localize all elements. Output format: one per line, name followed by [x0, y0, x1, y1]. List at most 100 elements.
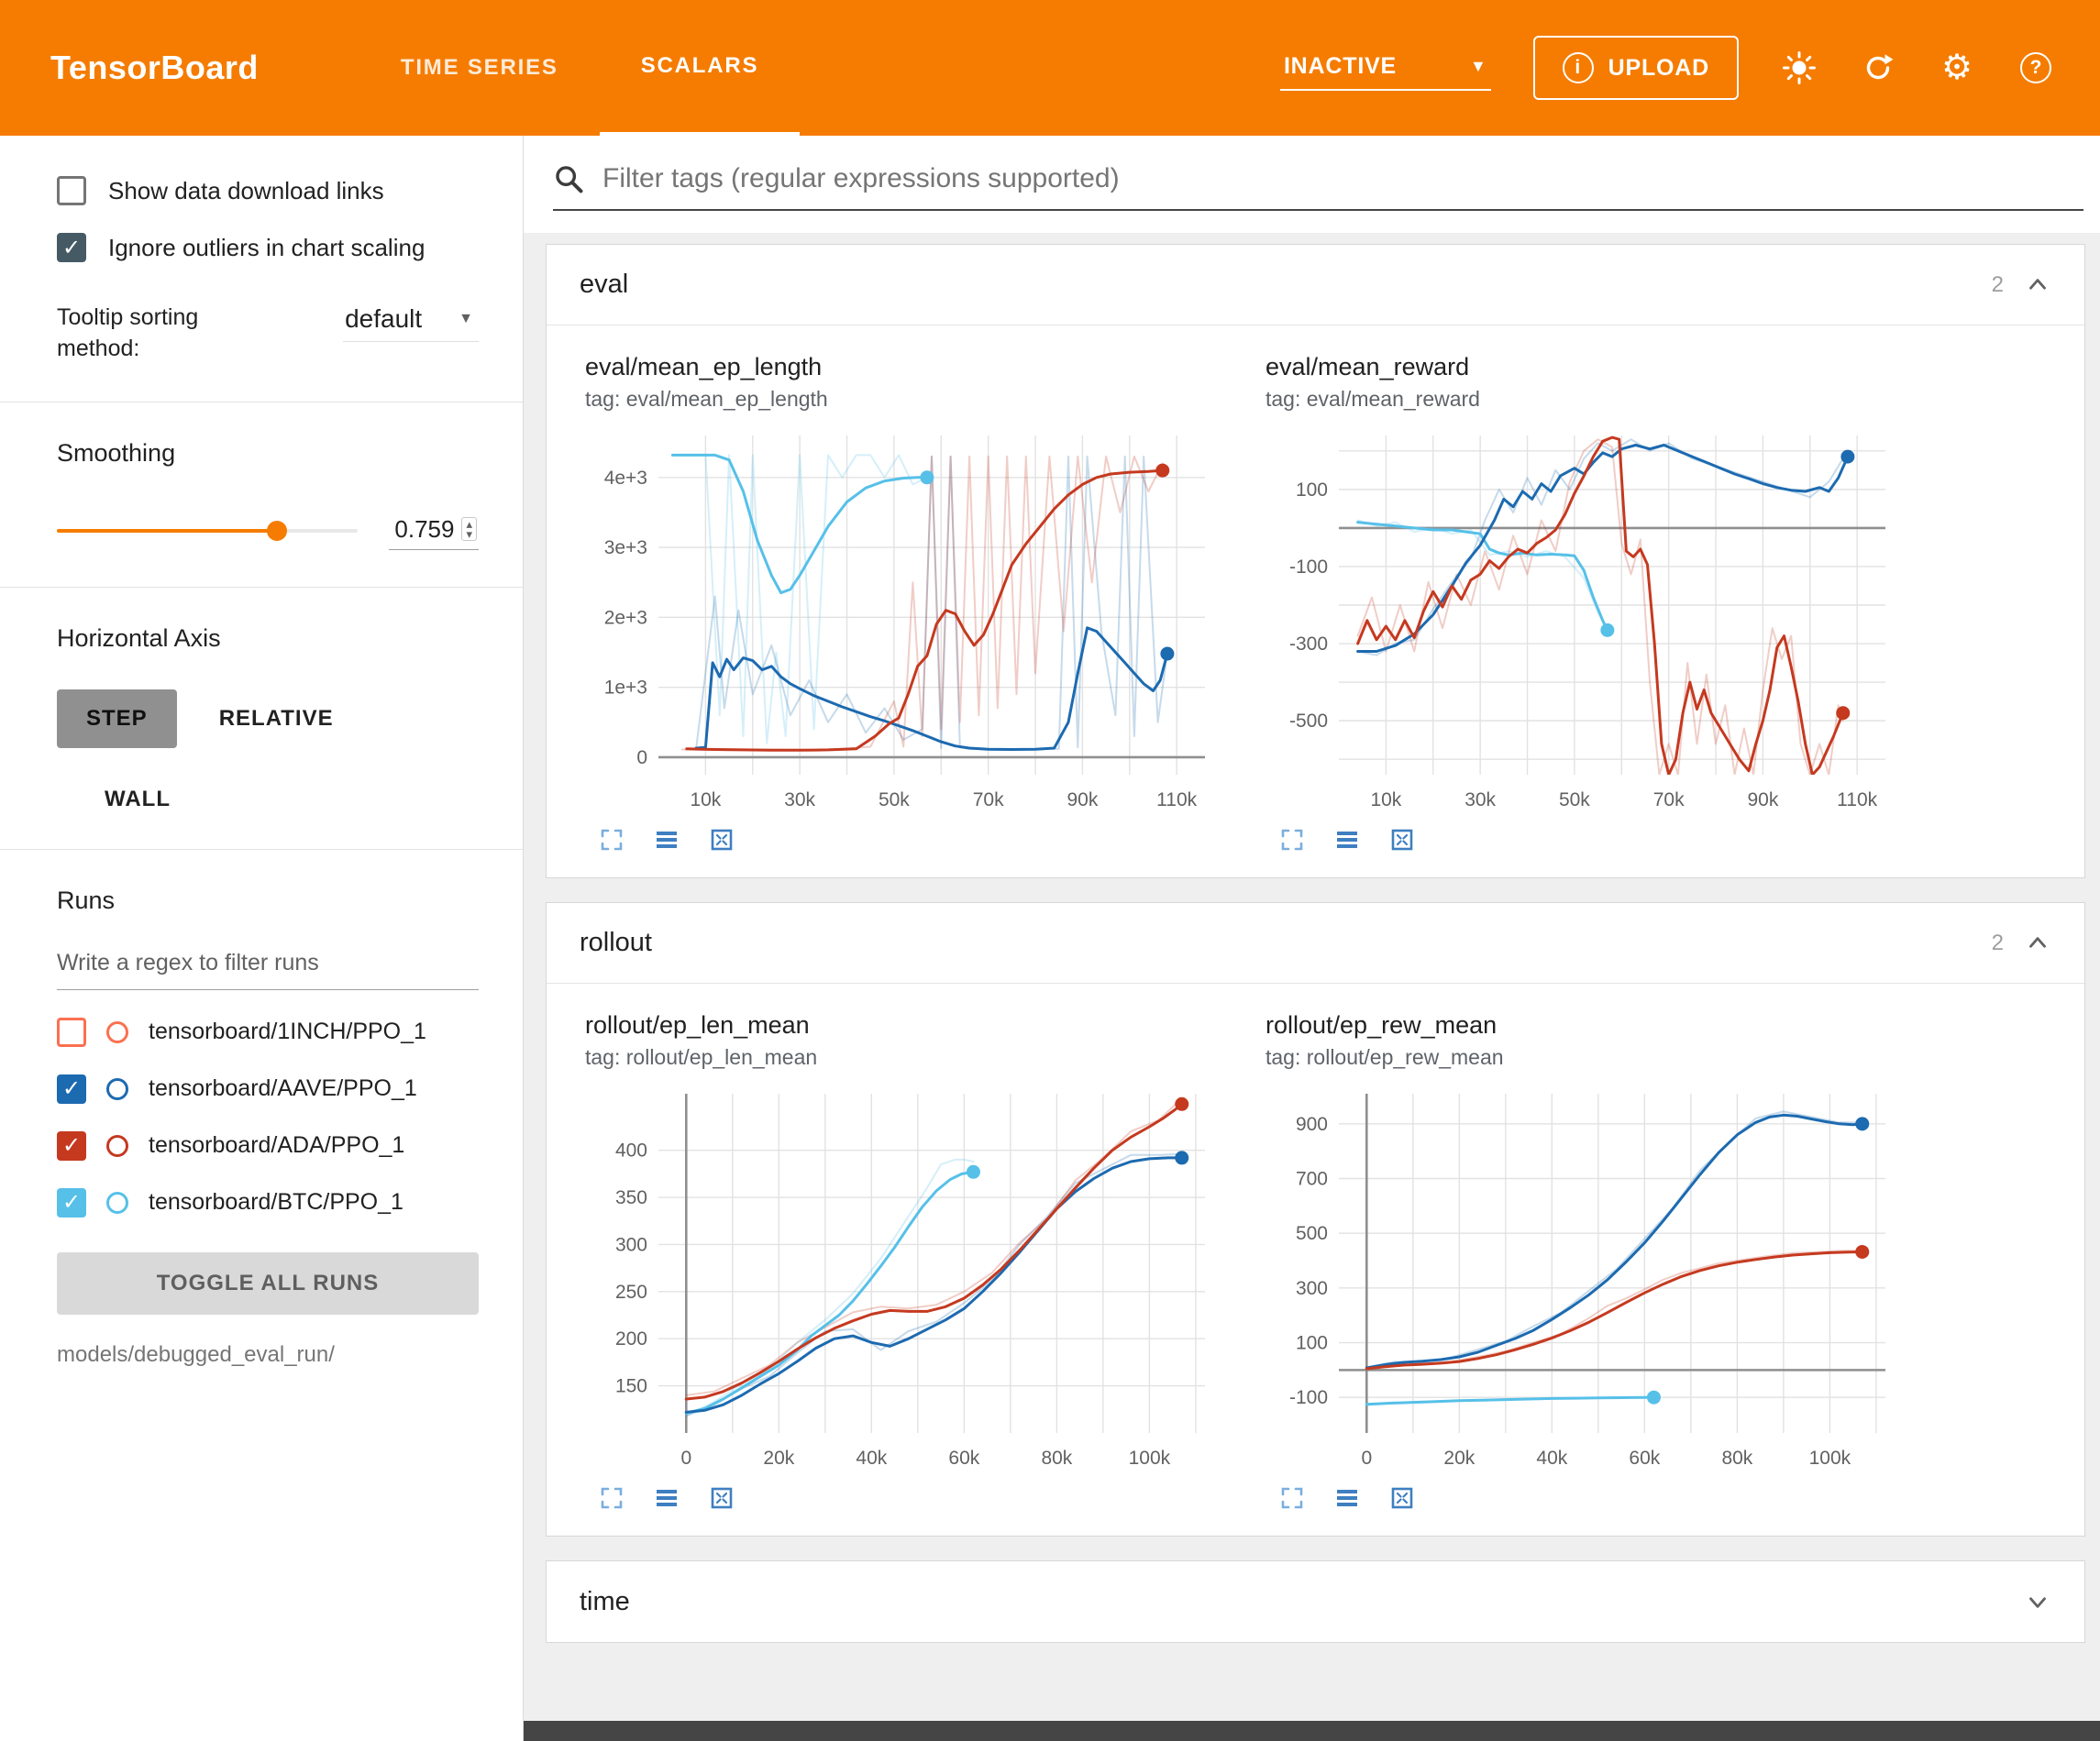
x-tick-label: 90k	[1747, 789, 1778, 810]
smoothing-slider-thumb[interactable]	[266, 520, 287, 541]
show-download-links-checkbox[interactable]: Show data download links	[57, 176, 479, 205]
fit-domain-button[interactable]	[1388, 826, 1416, 854]
help-button[interactable]: ?	[2017, 50, 2054, 86]
axis-step-button[interactable]: STEP	[57, 689, 177, 748]
series-line-faint	[1356, 438, 1844, 775]
run-checkbox-checked[interactable]: ✓	[57, 1187, 86, 1218]
runs-table-button[interactable]	[653, 826, 680, 854]
smoothing-slider[interactable]	[57, 520, 359, 541]
search-icon	[556, 166, 583, 193]
x-tick-label: 60k	[948, 1448, 979, 1469]
run-row-0[interactable]: tensorboard/1INCH/PPO_1	[57, 1017, 479, 1047]
x-tick-label: 80k	[1041, 1448, 1072, 1469]
x-tick-label: 50k	[1559, 789, 1590, 810]
fit-domain-button[interactable]	[708, 826, 735, 854]
run-label: tensorboard/1INCH/PPO_1	[149, 1019, 426, 1044]
x-tick-label: 10k	[690, 789, 721, 810]
series-line	[1365, 1113, 1864, 1370]
series-line-faint	[680, 455, 1164, 752]
section-header-eval[interactable]: eval 2	[547, 245, 2084, 325]
series-line	[1356, 521, 1609, 632]
y-tick-label: 3e+3	[604, 537, 647, 558]
y-tick-label: 250	[615, 1282, 647, 1303]
section-title: rollout	[580, 928, 652, 957]
ignore-outliers-checkbox[interactable]: ✓ Ignore outliers in chart scaling	[57, 233, 479, 262]
expand-card-button[interactable]	[1278, 1484, 1306, 1512]
fit-domain-button[interactable]	[708, 1484, 735, 1512]
toggle-all-runs-button[interactable]: TOGGLE ALL RUNS	[57, 1251, 479, 1315]
series-line-faint	[685, 1152, 1183, 1417]
chart-tag: tag: rollout/ep_len_mean	[585, 1045, 818, 1069]
chevron-up-icon[interactable]	[2024, 271, 2051, 299]
cards-area: eval 2 eval/mean_ep_length tag: eval/mean…	[524, 233, 2100, 1741]
section-header-time[interactable]: time	[547, 1561, 2084, 1642]
run-checkbox-unchecked[interactable]	[57, 1017, 86, 1047]
tooltip-sorting-select[interactable]: default ▼	[343, 303, 479, 342]
axis-wall-button[interactable]: WALL	[105, 786, 171, 811]
chart-plot-rollout_ep_len_mean[interactable]: 150 200 250 300 350 400 0 20k 40k 60k 80k 100k	[585, 1081, 1218, 1475]
expand-card-button[interactable]	[598, 826, 625, 854]
series-line-faint	[685, 1097, 1183, 1396]
run-row-2[interactable]: ✓ tensorboard/ADA/PPO_1	[57, 1130, 479, 1161]
x-tick-label: 30k	[784, 789, 815, 810]
checkbox-checked: ✓	[57, 233, 86, 262]
tag-filter-bar	[524, 136, 2100, 233]
runs-table-button[interactable]	[1333, 1484, 1361, 1512]
runs-table-button[interactable]	[1333, 826, 1361, 854]
brightness-toggle-button[interactable]	[1781, 50, 1818, 86]
expand-icon	[1281, 1487, 1303, 1509]
tag-filter-input[interactable]	[602, 163, 2083, 194]
chevron-down-icon[interactable]	[2024, 1588, 2051, 1615]
y-tick-label: 300	[615, 1234, 647, 1255]
section-count: 2	[1991, 271, 2004, 297]
status-dropdown[interactable]: INACTIVE ▼	[1279, 46, 1491, 91]
run-checkbox-checked[interactable]: ✓	[57, 1130, 86, 1161]
x-tick-label: 20k	[1443, 1448, 1475, 1469]
section-header-rollout[interactable]: rollout 2	[547, 903, 2084, 984]
runs-table-button[interactable]	[653, 1484, 680, 1512]
smoothing-slider-fill	[57, 528, 277, 533]
y-tick-label: -300	[1289, 634, 1328, 655]
info-icon: i	[1562, 52, 1594, 83]
run-row-3[interactable]: ✓ tensorboard/BTC/PPO_1	[57, 1187, 479, 1218]
horizontal-axis-label: Horizontal Axis	[57, 623, 221, 652]
run-row-1[interactable]: ✓ tensorboard/AAVE/PPO_1	[57, 1074, 479, 1104]
series-line	[685, 468, 1165, 752]
upload-button[interactable]: i UPLOAD	[1532, 36, 1739, 100]
status-dropdown-value: INACTIVE	[1283, 52, 1398, 79]
show-download-links-label: Show data download links	[108, 176, 384, 204]
smoothing-value-input[interactable]: 0.759 ▴ ▾	[389, 512, 479, 550]
chart-plot-rollout_ep_rew_mean[interactable]: -100 100 300 500 700 900 0 20k 40k 60k 80k 100k	[1266, 1081, 1898, 1475]
settings-button[interactable]: ⚙	[1939, 50, 1975, 86]
run-checkbox-checked[interactable]: ✓	[57, 1074, 86, 1104]
fit-icon	[711, 829, 733, 851]
chevron-up-icon[interactable]	[2024, 930, 2051, 957]
chart-rollout_ep_rew_mean: rollout/ep_rew_mean tag: rollout/ep_rew_m…	[1266, 1011, 1898, 1512]
section-count: 2	[1991, 930, 2004, 955]
chart-toolbar	[1266, 826, 1898, 854]
series-line	[684, 1156, 1184, 1414]
chart-title: eval/mean_reward	[1266, 353, 1470, 380]
y-tick-label: 700	[1296, 1169, 1328, 1190]
chart-plot-eval_mean_reward[interactable]: 100 -100 -300 -500 10k 30k 50k 70k 90k 110k	[1266, 423, 1898, 817]
tooltip-sorting-label: Tooltip sorting method:	[57, 304, 199, 361]
expand-card-button[interactable]	[1278, 826, 1306, 854]
number-spinner[interactable]: ▴ ▾	[461, 517, 477, 541]
section-card-eval: eval 2 eval/mean_ep_length tag: eval/mean…	[546, 244, 2085, 878]
chart-toolbar	[585, 1484, 1218, 1512]
refresh-button[interactable]	[1860, 50, 1896, 86]
tooltip-sorting-value: default	[345, 304, 423, 333]
chart-title: eval/mean_ep_length	[585, 353, 823, 380]
series-endpoint-dot	[920, 470, 934, 485]
y-tick-label: 4e+3	[604, 468, 647, 489]
expand-card-button[interactable]	[598, 1484, 625, 1512]
series-line-faint	[1365, 1250, 1863, 1371]
tab-time-series[interactable]: TIME SERIES	[400, 55, 558, 80]
fit-domain-button[interactable]	[1388, 1484, 1416, 1512]
runs-filter-input[interactable]	[57, 938, 479, 990]
series-endpoint-dot	[1175, 1096, 1189, 1111]
tab-scalars[interactable]: SCALARS	[599, 0, 801, 136]
chart-plot-eval_mean_ep_length[interactable]: 0 1e+3 2e+3 3e+3 4e+3 10k 30k 50k 70k 90k 110k	[585, 423, 1218, 817]
axis-relative-button[interactable]: RELATIVE	[218, 705, 334, 731]
caret-down-icon: ▼	[459, 311, 473, 326]
